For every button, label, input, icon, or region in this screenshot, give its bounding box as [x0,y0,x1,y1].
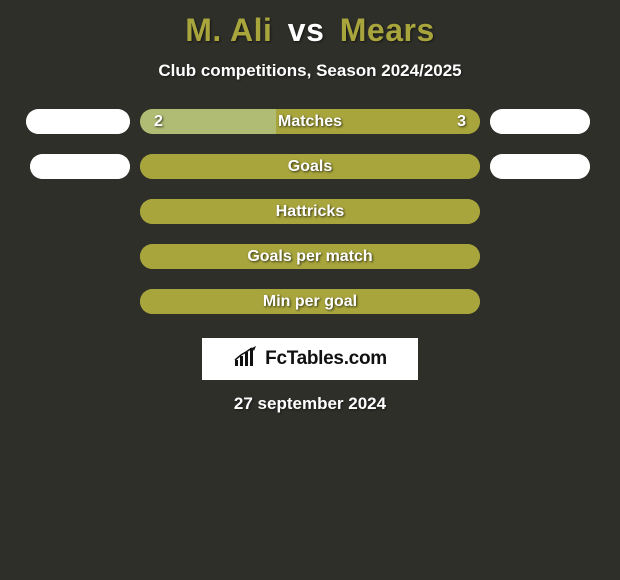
comparison-row: Hattricks [0,199,620,224]
stat-label: Goals per match [140,244,480,269]
stat-bar: Goals [140,154,480,179]
stat-bar: 23Matches [140,109,480,134]
right-indicator-pill [490,109,590,134]
stat-bar: Min per goal [140,289,480,314]
right-indicator-pill [490,154,590,179]
player1-name: M. Ali [185,12,272,48]
stat-label: Min per goal [140,289,480,314]
comparison-row: Goals [0,154,620,179]
comparison-row: Min per goal [0,289,620,314]
stat-label: Matches [140,109,480,134]
brand-text: FcTables.com [265,348,387,370]
left-indicator-pill [30,154,130,179]
date-text: 27 september 2024 [0,394,620,414]
stat-bar: Goals per match [140,244,480,269]
brand-box[interactable]: FcTables.com [202,338,418,380]
player2-name: Mears [340,12,435,48]
comparison-row: Goals per match [0,244,620,269]
chart-icon [233,346,259,373]
stat-label: Hattricks [140,199,480,224]
page-title: M. Ali vs Mears [0,12,620,49]
stat-bar: Hattricks [140,199,480,224]
subtitle: Club competitions, Season 2024/2025 [0,61,620,81]
left-indicator-pill [26,109,130,134]
stat-label: Goals [140,154,480,179]
comparison-row: 23Matches [0,109,620,134]
comparison-rows: 23Matches Goals Hattricks Goals per match Mi… [0,109,620,314]
vs-text: vs [288,12,325,48]
